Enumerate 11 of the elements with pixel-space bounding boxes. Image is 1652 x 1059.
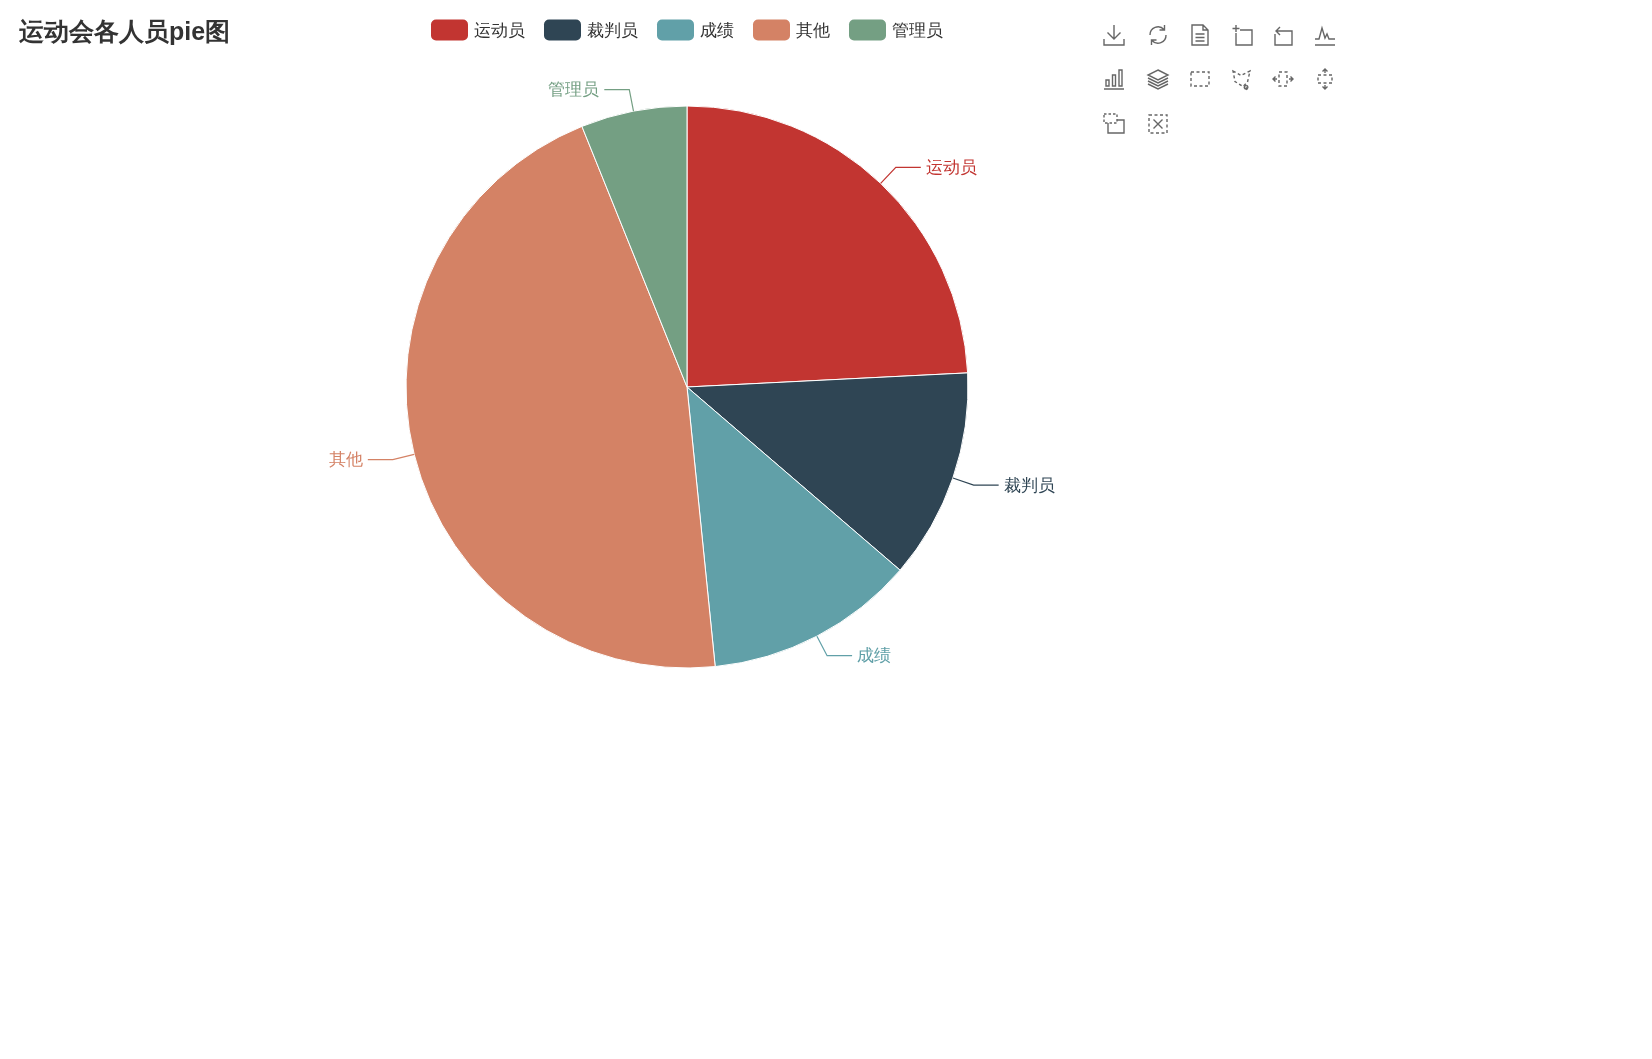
slice-label: 运动员 [925, 157, 977, 177]
legend-label: 运动员 [474, 20, 525, 40]
legend-label: 管理员 [892, 20, 943, 40]
slice-label: 裁判员 [1003, 475, 1055, 495]
text: 运动会各人员pie图 [18, 17, 231, 45]
slice-label: 成绩 [857, 646, 892, 666]
legend-label: 成绩 [700, 20, 734, 40]
slice-label: 管理员 [548, 80, 600, 100]
slice-label: 其他 [328, 450, 363, 470]
legend-label: 裁判员 [587, 20, 638, 40]
legend-label: 其他 [796, 20, 830, 40]
